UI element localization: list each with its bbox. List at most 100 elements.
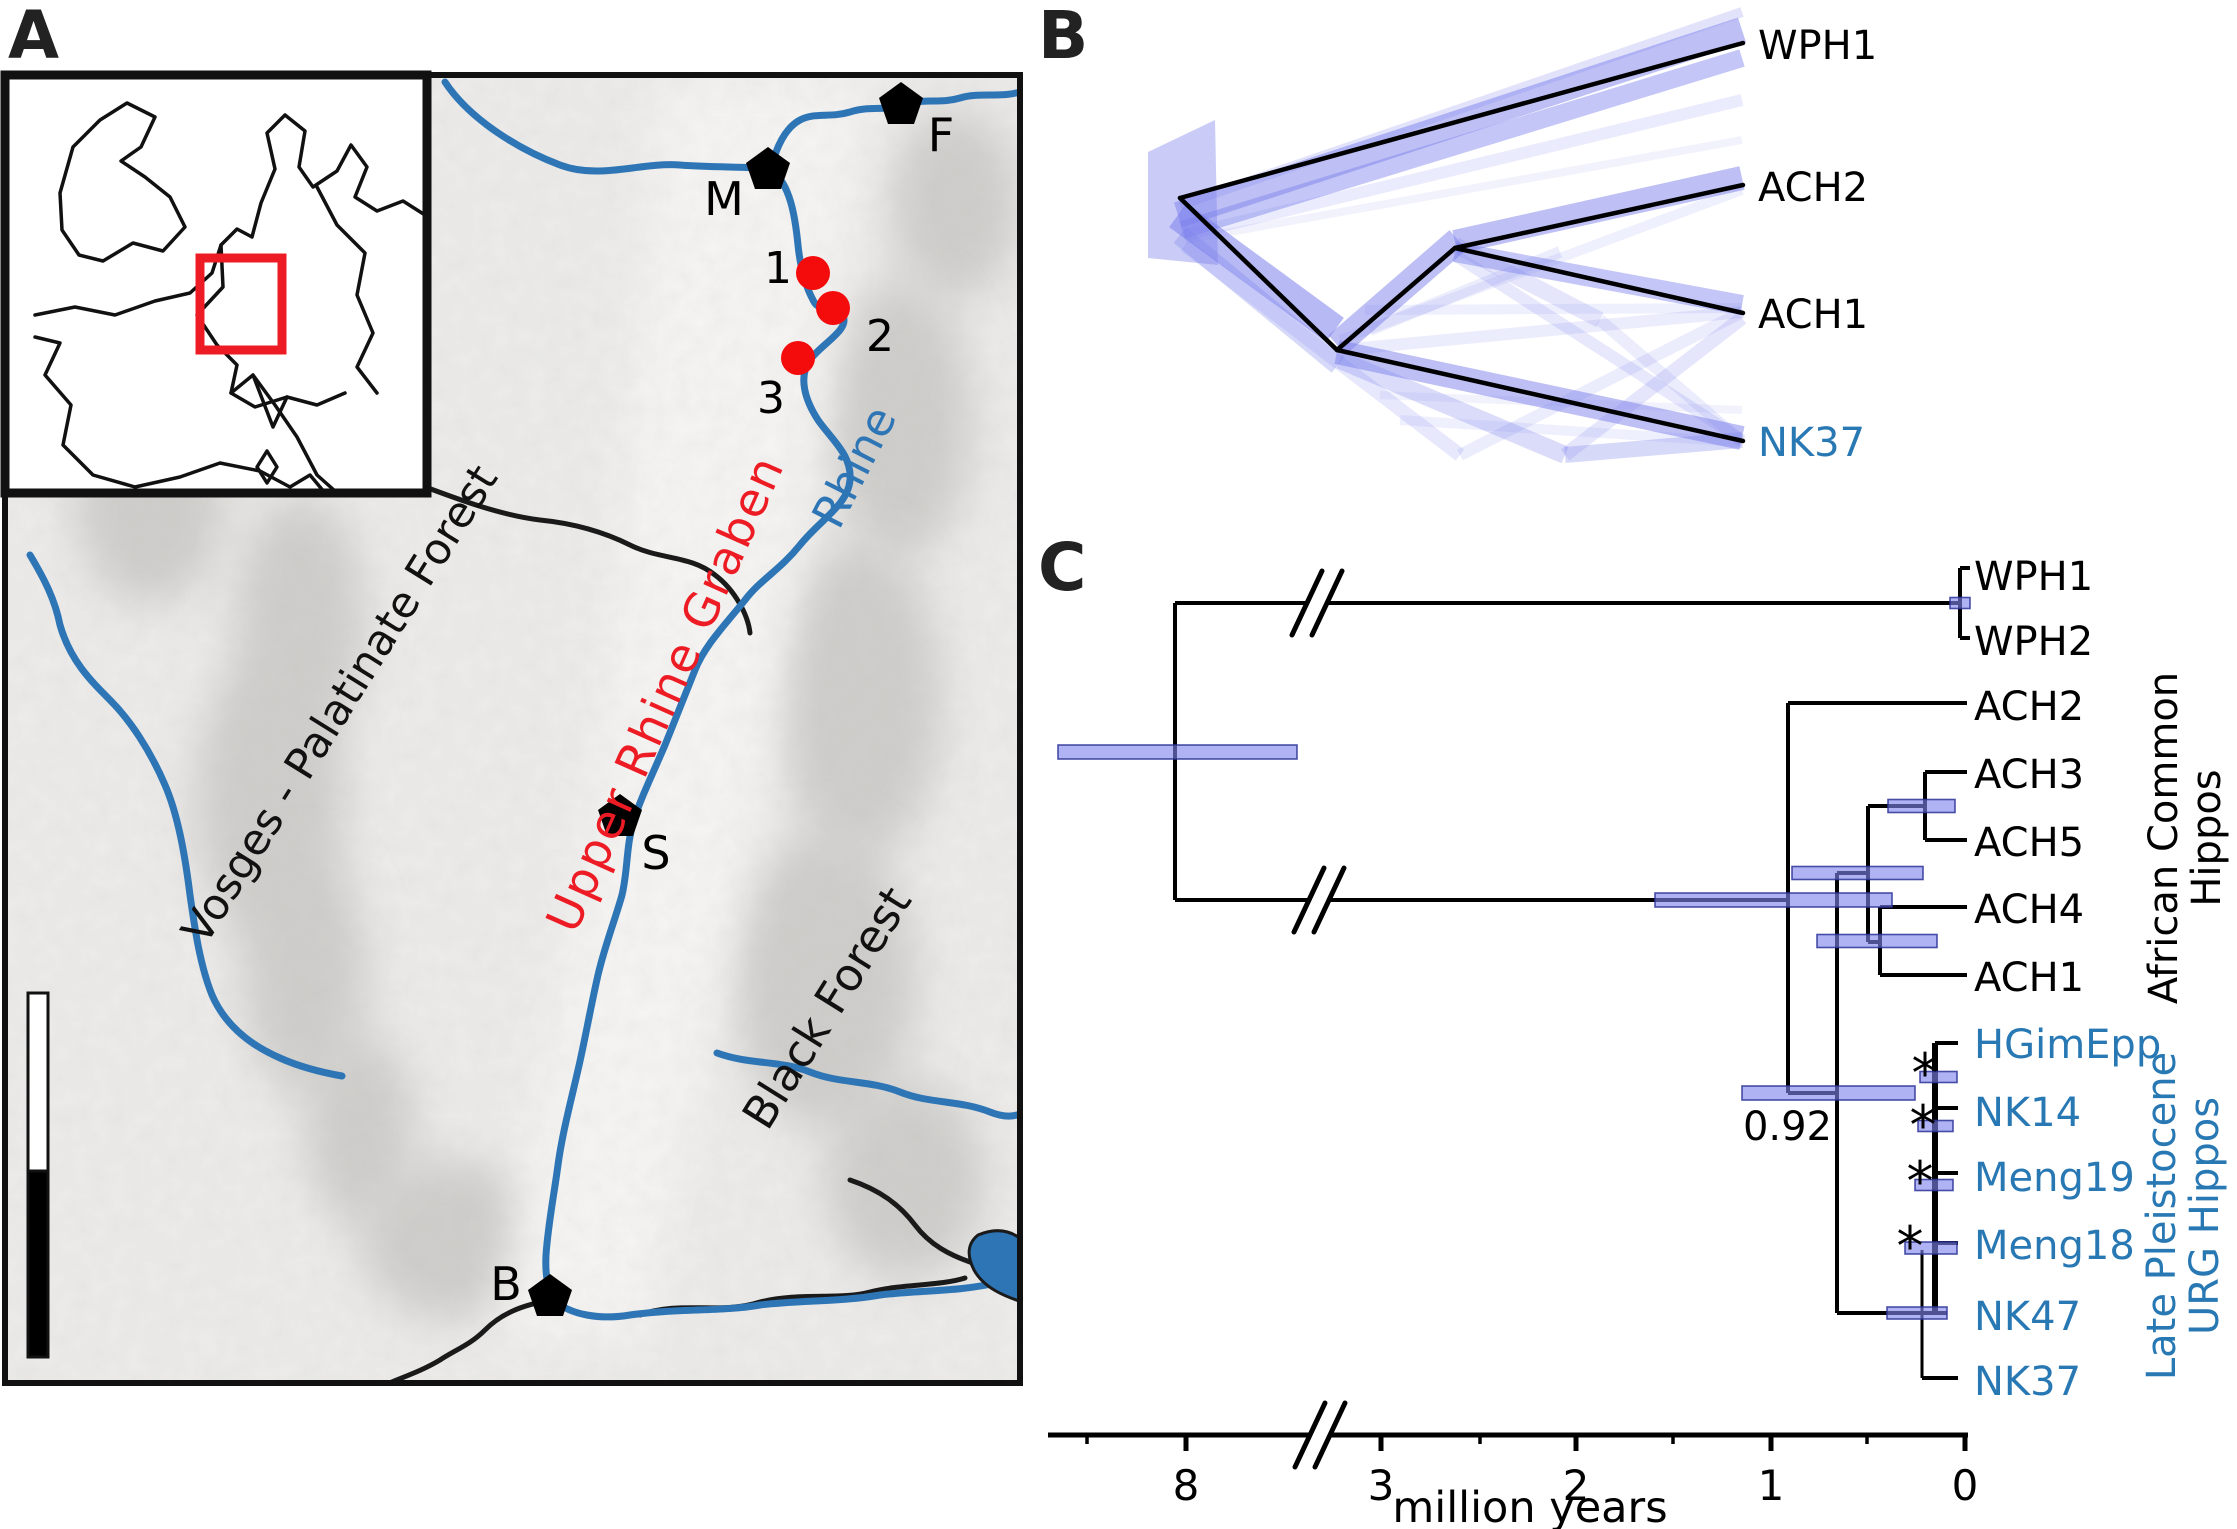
cloud-band	[1179, 49, 1745, 239]
panel-b-tip-labels: WPH1 ACH2 ACH1 NK37	[1758, 23, 1877, 466]
tip-label-ACH4: ACH4	[1974, 887, 2084, 933]
site-label-3: 3	[757, 373, 785, 424]
inset-europe-map	[0, 70, 432, 498]
panel-c-timetree: C **** WPH1WPH2ACH2ACH3ACH5ACH4ACH1HGimE…	[1038, 529, 2230, 1529]
hpd-bar	[1741, 1085, 1916, 1101]
hpd-bar	[1057, 744, 1298, 760]
break-gap	[1292, 571, 1340, 635]
inset-coastlines	[33, 101, 427, 495]
panel-b-letter: B	[1038, 0, 1088, 74]
break-slash	[1289, 568, 1325, 638]
axis-title: million years	[1392, 1483, 1667, 1529]
sample-sites	[781, 256, 850, 375]
tip-label-NK37: NK37	[1758, 420, 1865, 466]
clade-label-african-line1: African Common	[2141, 672, 2187, 1004]
tip-label-WPH2: WPH2	[1974, 619, 2093, 665]
east-river	[713, 1049, 1020, 1120]
tip-label-ACH1: ACH1	[1974, 955, 2084, 1001]
site-dot-2	[816, 291, 850, 325]
tip-label-ACH5: ACH5	[1974, 820, 2084, 866]
consensus-branch	[1334, 245, 1458, 353]
panel-c-letter: C	[1038, 529, 1086, 606]
hpd-bar	[1654, 892, 1893, 908]
break-slash	[1309, 568, 1345, 638]
axis-tick-label: 8	[1173, 1461, 1200, 1510]
west-river	[26, 551, 346, 1080]
cloud-band	[1173, 227, 1345, 373]
consensus-tree	[1177, 40, 1746, 444]
map-frame	[2, 72, 1023, 1386]
tip-label-HGimEpp: HGimEpp	[1974, 1022, 2161, 1068]
rivers	[26, 78, 1020, 1321]
cloud-band	[1596, 315, 1746, 447]
consensus-branch	[1452, 182, 1746, 251]
cloud-band	[1457, 306, 1745, 461]
lake	[967, 1229, 1020, 1303]
site-dot-3	[781, 341, 815, 375]
panel-a-letter: A	[8, 0, 59, 74]
hpd-bars	[1057, 596, 1971, 1320]
tip-label-NK14: NK14	[1974, 1090, 2081, 1136]
tip-label-WPH1: WPH1	[1758, 23, 1877, 69]
cloud-band	[1338, 185, 1744, 345]
consensus-branch	[1177, 40, 1746, 201]
hpd-bar	[1886, 1306, 1948, 1320]
support-asterisks: ****	[1897, 1042, 1939, 1278]
axis-tick-label: 2	[1563, 1461, 1590, 1510]
cloud-band	[1184, 136, 1743, 244]
city-pentagon-M	[746, 147, 790, 189]
tip-label-ACH2: ACH2	[1758, 165, 1868, 211]
tip-label-ACH2: ACH2	[1974, 684, 2084, 730]
node-support-value: 0.92	[1743, 1104, 1832, 1150]
break-slash	[1292, 1400, 1328, 1470]
clade-label-african-line2: Hippos	[2184, 769, 2230, 906]
site-dot-1	[796, 256, 830, 290]
consensus-branch	[1177, 195, 1340, 353]
tree-cloud	[1169, 7, 1747, 464]
hpd-bar	[1917, 1119, 1954, 1133]
axis-tick-label: 0	[1952, 1461, 1979, 1510]
city-label-M: M	[704, 172, 744, 226]
inset-frame	[0, 70, 432, 498]
support-asterisk: *	[1912, 1042, 1939, 1105]
consensus-branch	[1334, 347, 1746, 444]
cloud-band	[1451, 237, 1604, 328]
hpd-bar	[1949, 596, 1971, 610]
axis-tick-label: 1	[1758, 1461, 1785, 1510]
support-asterisk: *	[1907, 1150, 1934, 1213]
support-asterisk: *	[1910, 1094, 1937, 1157]
break-gap	[1294, 868, 1342, 932]
clade-label-urg-line2: URG Hippos	[2182, 1097, 2228, 1335]
tip-label-ACH3: ACH3	[1974, 752, 2084, 798]
rhine-river	[441, 78, 1020, 1321]
city-pentagon-S	[598, 794, 642, 836]
city-label-S: S	[641, 826, 670, 880]
city-pentagon-B	[528, 1274, 572, 1316]
support-asterisk: *	[1897, 1215, 1924, 1278]
cloud-band	[1451, 249, 1746, 446]
city-pentagon-F	[879, 82, 923, 124]
tip-label-WPH1: WPH1	[1974, 554, 2093, 600]
clade-label-urg-line1: Late Pleistocene	[2139, 1052, 2185, 1380]
break-slash	[1291, 865, 1327, 935]
break-slash	[1312, 1400, 1348, 1470]
hpd-bar	[1904, 1241, 1958, 1255]
site-label-1: 1	[764, 243, 792, 294]
site-label-2: 2	[866, 311, 894, 362]
tip-label-ACH1: ACH1	[1758, 292, 1868, 338]
cloud-band	[1328, 230, 1467, 355]
hpd-bar	[1914, 1178, 1954, 1192]
cloud-band	[1364, 303, 1743, 315]
city-markers	[528, 82, 923, 1316]
axis-tick-label: 3	[1368, 1461, 1395, 1510]
hpd-bar	[1919, 1070, 1958, 1084]
tip-label-NK37: NK37	[1974, 1359, 2081, 1405]
cloud-band	[1452, 166, 1745, 254]
cloud-band	[1399, 415, 1743, 447]
cloud-band	[1339, 306, 1743, 356]
city-label-F: F	[928, 108, 954, 162]
panel-a-map: Vosges - Palatinate Forest Upper Rhine G…	[0, 0, 1023, 1386]
panel-c-tip-labels: WPH1 WPH2 ACH2 ACH3 ACH5 ACH4 ACH1 HGimEpp NK14 M…	[1974, 554, 2161, 1405]
